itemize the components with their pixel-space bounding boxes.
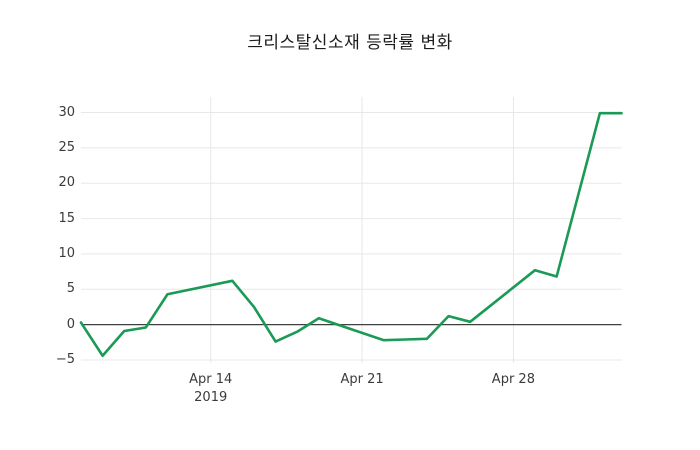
series-line-등락률 (79, 111, 623, 358)
x-tick-date: Apr 14 (189, 372, 233, 387)
chart-title: 크리스탈신소재 등락률 변화 (247, 33, 453, 53)
y-tick-label: 0 (66, 316, 75, 332)
y-tick-label: 5 (66, 281, 75, 297)
y-tick-label: 15 (58, 210, 75, 226)
x-tick-date: Apr 28 (491, 372, 535, 387)
y-tick-label: 10 (58, 245, 75, 261)
x-tick-year: 2019 (194, 390, 228, 405)
x-tick-label: Apr 21 (340, 371, 383, 389)
y-tick-label: 25 (58, 139, 75, 155)
x-tick-date: Apr 21 (340, 372, 384, 387)
x-tick-label: Apr 28 (492, 371, 535, 389)
y-tick-label: 30 (58, 104, 75, 120)
x-tick-label: Apr 14 2019 (189, 371, 232, 407)
y-tick-label: −5 (55, 352, 75, 367)
y-tick-label: 20 (58, 175, 75, 191)
